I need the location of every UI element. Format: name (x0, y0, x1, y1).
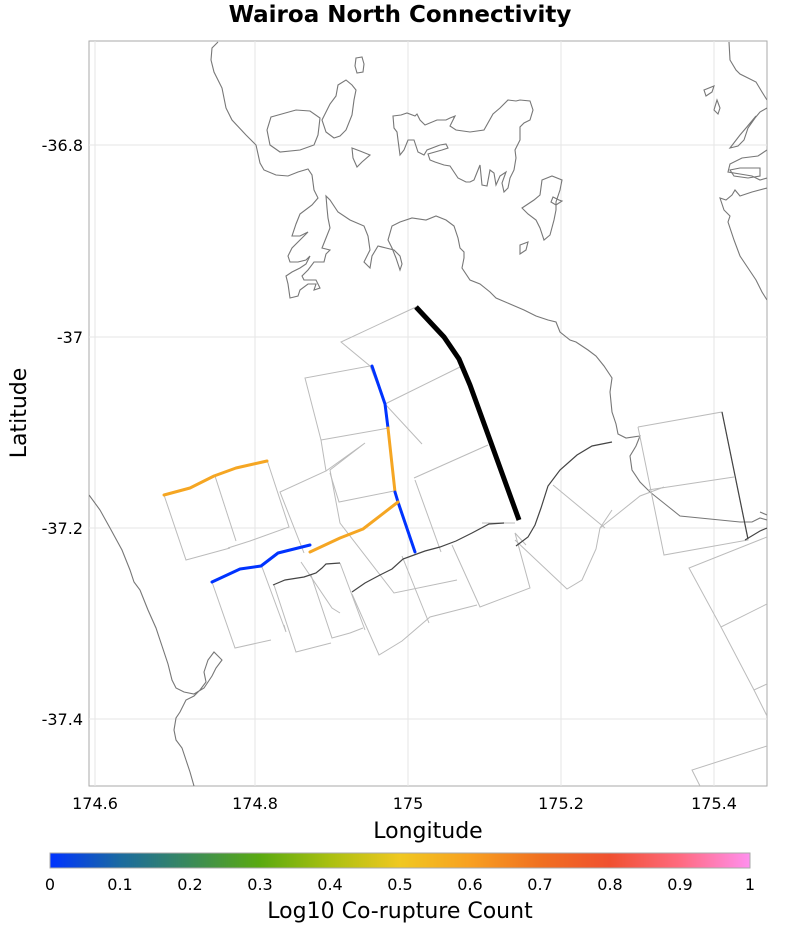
fault-traces (272, 411, 767, 593)
y-axis: -36.8 -37 -37.2 -37.4 Latitude (7, 136, 83, 729)
corupture-sections (162, 364, 417, 584)
colorbar-tick: 0.7 (527, 875, 552, 894)
highlighted-fault-wairoa-north (414, 305, 522, 521)
x-tick: 175.2 (538, 794, 584, 813)
plot-area (88, 40, 768, 787)
colorbar-tick: 0 (45, 875, 55, 894)
colorbar-tick: 0.8 (597, 875, 622, 894)
y-tick: -37.2 (42, 519, 83, 538)
colorbar-tick: 0.5 (387, 875, 412, 894)
colorbar-tick: 0.2 (177, 875, 202, 894)
colorbar-label: Log10 Co-rupture Count (267, 899, 533, 924)
colorbar-tick: 0.6 (457, 875, 482, 894)
coastline (89, 41, 767, 786)
fault-section-outlines (163, 306, 767, 786)
x-tick: 175 (393, 794, 424, 813)
x-axis-label: Longitude (373, 819, 482, 844)
grid-lines (89, 41, 767, 786)
colorbar-tick: 0.3 (247, 875, 272, 894)
x-axis: 174.6 174.8 175 175.2 175.4 Longitude (72, 794, 737, 844)
colorbar-tick: 1 (745, 875, 755, 894)
x-tick: 174.8 (232, 794, 278, 813)
y-tick: -37.4 (42, 710, 83, 729)
colorbar: 0 0.1 0.2 0.3 0.4 0.5 0.6 0.7 0.8 0.9 1 … (45, 852, 755, 924)
colorbar-tick: 0.9 (667, 875, 692, 894)
y-tick: -36.8 (42, 136, 83, 155)
colorbar-tick: 0.4 (317, 875, 342, 894)
x-tick: 174.6 (72, 794, 118, 813)
x-tick: 175.4 (691, 794, 737, 813)
y-axis-label: Latitude (7, 368, 32, 459)
colorbar-gradient (49, 852, 751, 869)
chart-title: Wairoa North Connectivity (228, 2, 572, 28)
y-tick: -37 (57, 328, 83, 347)
colorbar-tick: 0.1 (107, 875, 132, 894)
